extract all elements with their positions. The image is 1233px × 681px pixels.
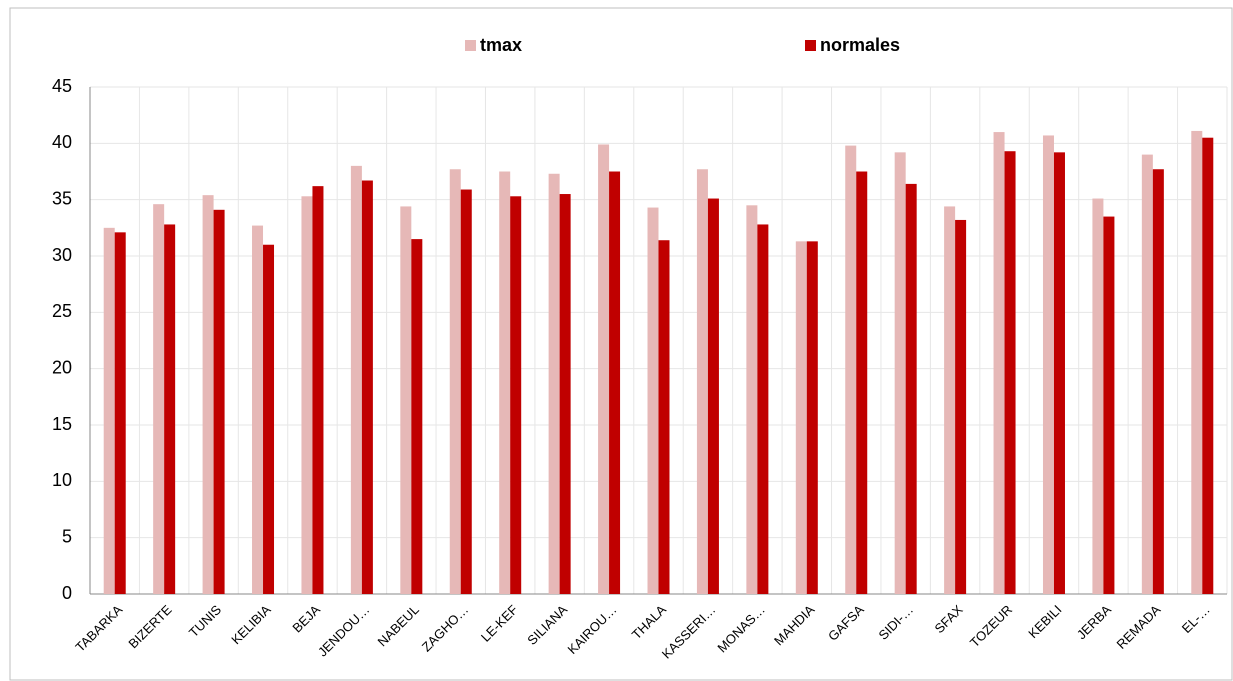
y-tick-label: 45: [52, 76, 72, 96]
bar: [598, 144, 610, 594]
bar: [905, 183, 917, 595]
y-tick-label: 20: [52, 357, 72, 377]
legend-label: normales: [820, 35, 900, 55]
bar: [707, 198, 719, 595]
bar: [647, 207, 659, 594]
bar: [510, 196, 522, 594]
bar: [460, 189, 472, 594]
bar: [153, 204, 165, 594]
bar: [559, 194, 571, 595]
bar: [894, 152, 906, 594]
bar: [955, 219, 967, 595]
bar: [411, 239, 423, 594]
bar: [795, 241, 807, 594]
bar: [1053, 152, 1065, 594]
bar: [449, 169, 461, 594]
bar: [1152, 169, 1164, 594]
y-tick-label: 5: [62, 526, 72, 546]
y-tick-label: 40: [52, 132, 72, 152]
bar: [114, 232, 126, 594]
y-tick-label: 10: [52, 470, 72, 490]
y-tick-label: 25: [52, 301, 72, 321]
bar: [806, 241, 818, 594]
bar: [944, 206, 956, 594]
bar: [658, 240, 670, 594]
bar: [263, 244, 275, 594]
bar: [301, 196, 313, 594]
bar: [103, 227, 115, 595]
bar: [845, 145, 857, 594]
bar: [1092, 198, 1104, 595]
bar: [1191, 130, 1203, 594]
bar: [400, 206, 412, 594]
y-tick-label: 0: [62, 583, 72, 603]
y-tick-label: 30: [52, 245, 72, 265]
bar: [164, 224, 176, 594]
bar: [350, 165, 362, 594]
bar: [499, 171, 511, 594]
y-tick-label: 15: [52, 414, 72, 434]
bar: [993, 132, 1005, 595]
bar: [696, 169, 708, 594]
bar: [609, 171, 621, 594]
bar: [213, 209, 225, 594]
bar: [1141, 154, 1153, 594]
y-tick-label: 35: [52, 188, 72, 208]
legend-swatch: [465, 40, 476, 51]
bar: [312, 186, 324, 594]
legend-label: tmax: [480, 35, 522, 55]
bar: [1202, 137, 1214, 594]
bar: [757, 224, 769, 594]
bar: [856, 171, 868, 594]
bar: [252, 225, 264, 594]
bar: [1103, 216, 1115, 595]
bar: [746, 205, 758, 595]
bar: [361, 180, 373, 594]
bar: [1042, 135, 1054, 595]
bar: [548, 173, 560, 594]
legend-swatch: [805, 40, 816, 51]
bar: [1004, 151, 1016, 594]
bar: [202, 195, 214, 594]
